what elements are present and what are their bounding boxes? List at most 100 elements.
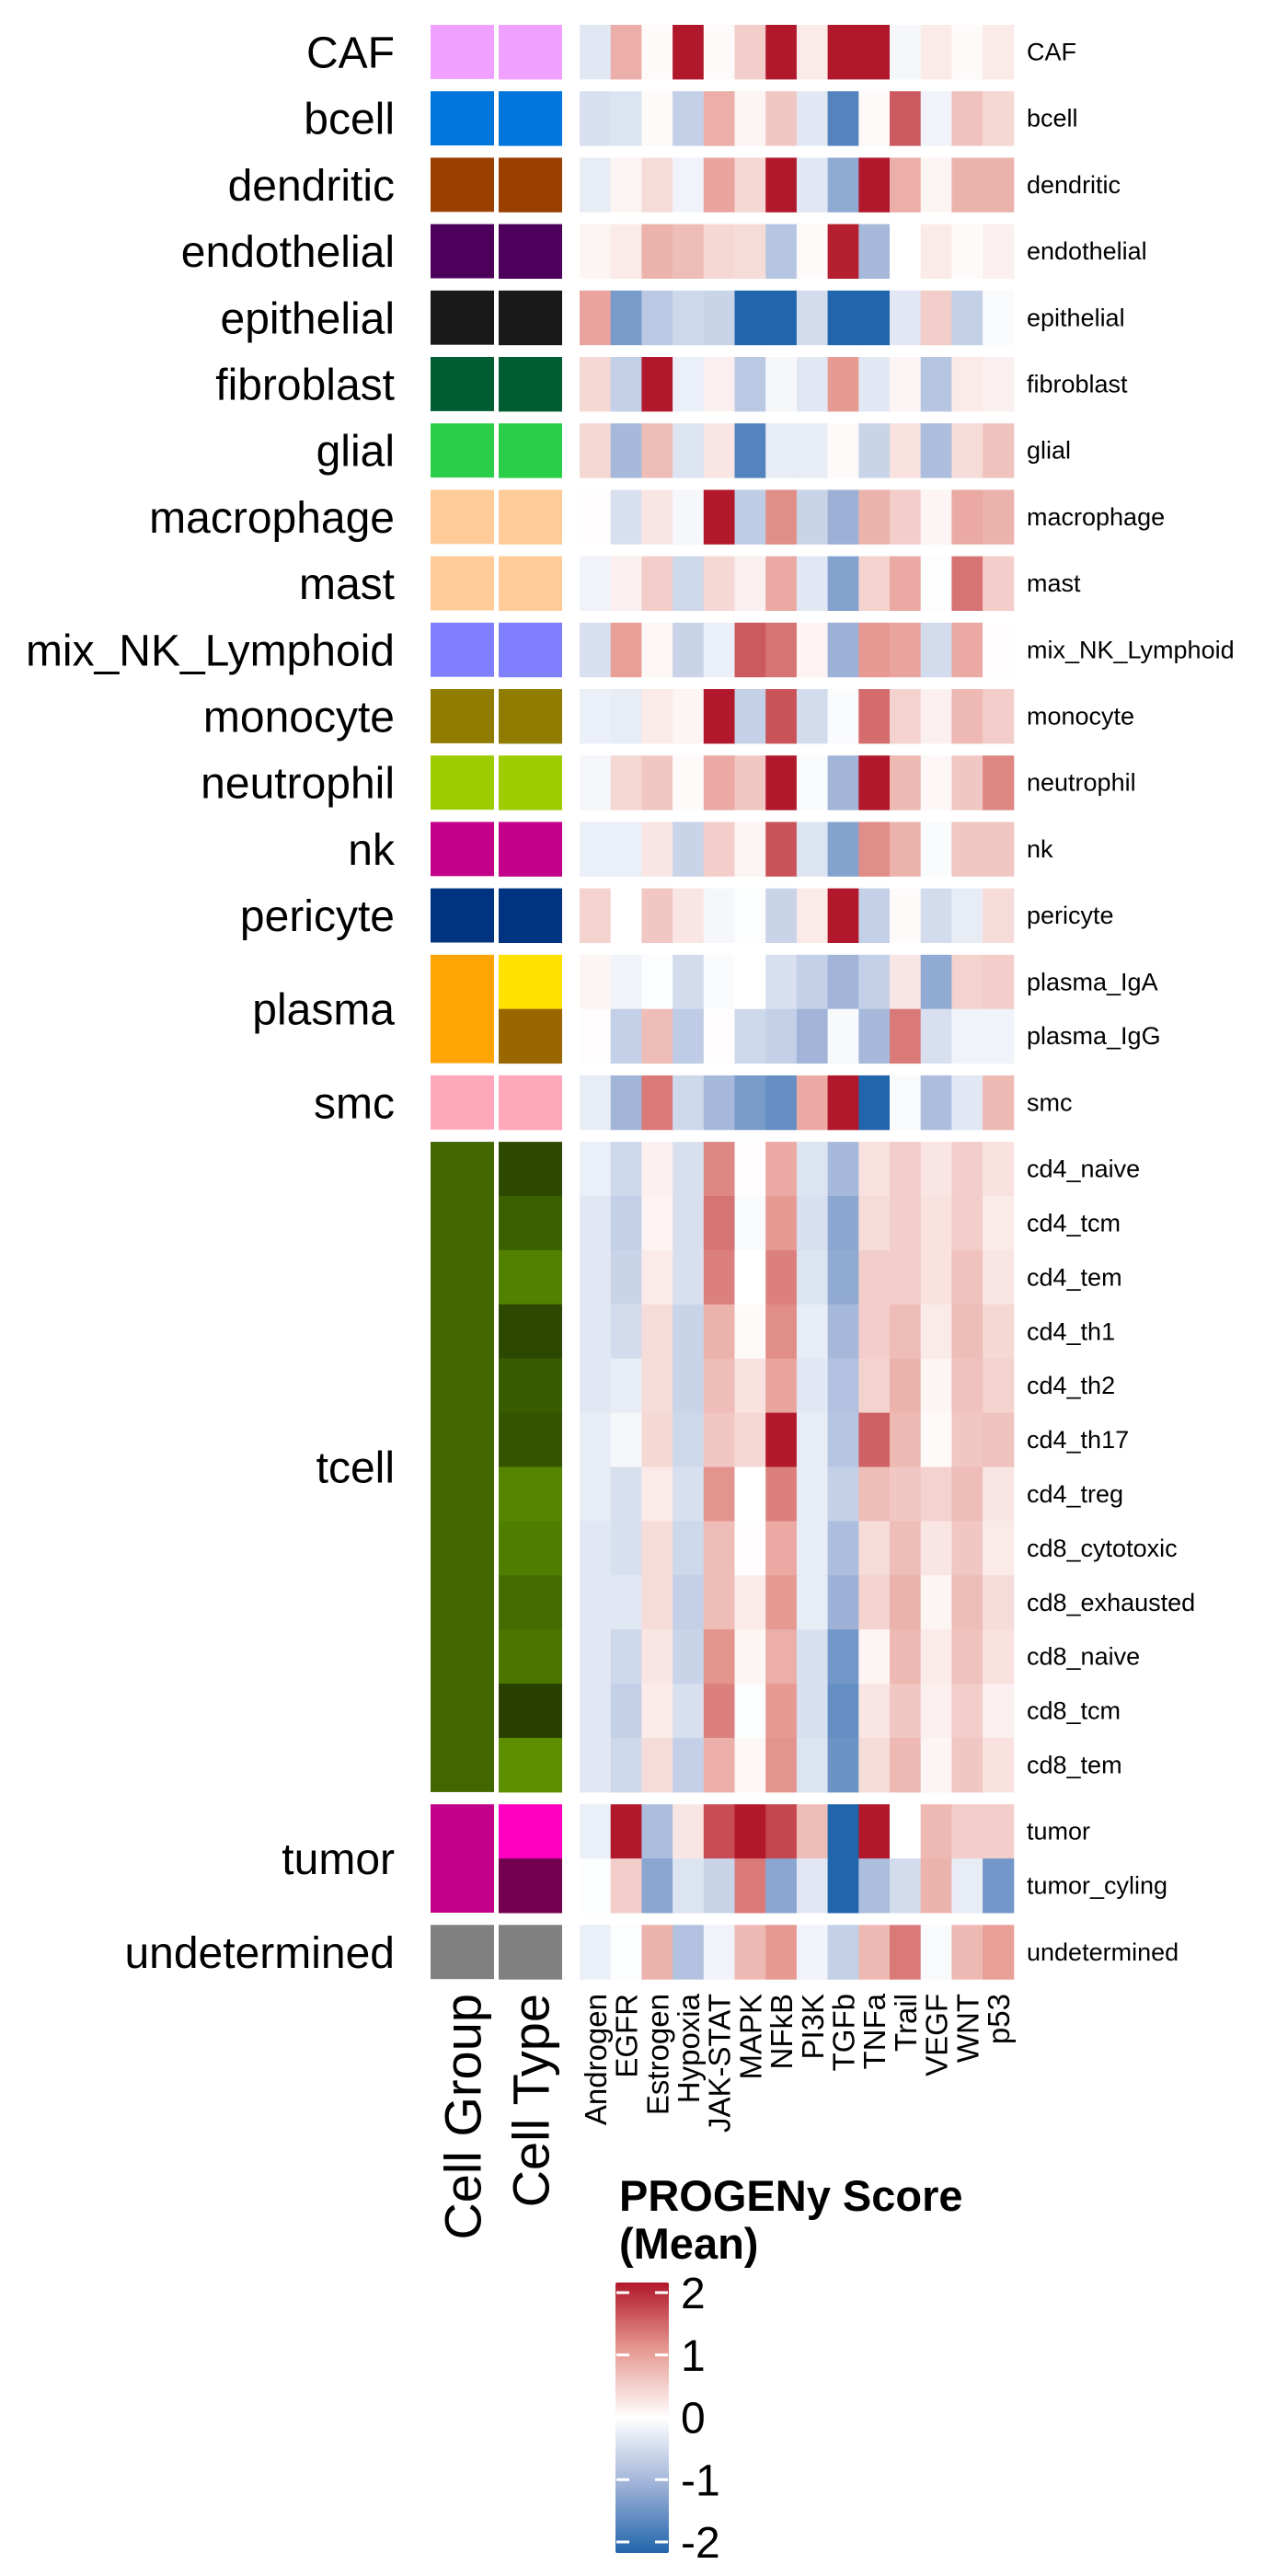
- heatmap-cell: [951, 1858, 983, 1914]
- heatmap-cell: [920, 91, 952, 146]
- cell-type-swatch: [499, 1858, 562, 1914]
- row-label: cd4_th2: [1027, 1372, 1115, 1399]
- heatmap-cell: [703, 1925, 735, 1980]
- group-label: smc: [314, 1079, 395, 1128]
- heatmap-cell: [610, 91, 642, 146]
- cell-group-swatch: [431, 224, 494, 279]
- heatmap-cell: [951, 556, 983, 611]
- heatmap-cell: [951, 91, 983, 146]
- cell-type-swatch: [499, 954, 562, 1010]
- heatmap-cell: [673, 1466, 705, 1522]
- heatmap-cell: [765, 423, 798, 478]
- heatmap-cell: [890, 822, 922, 877]
- heatmap-cell: [796, 1629, 829, 1685]
- heatmap-cell: [983, 954, 1015, 1010]
- heatmap-cell: [983, 1521, 1015, 1576]
- group-label: nk: [348, 826, 396, 875]
- heatmap-cell: [890, 1738, 922, 1793]
- heatmap-cell: [641, 1196, 673, 1251]
- group-label: bcell: [304, 96, 395, 144]
- heatmap-cell: [796, 1575, 829, 1630]
- heatmap-cell: [610, 1008, 642, 1064]
- cell-type-swatch: [499, 622, 562, 678]
- heatmap-cell: [890, 423, 922, 478]
- heatmap-cell: [920, 689, 952, 744]
- cell-type-swatch: [499, 1304, 562, 1360]
- heatmap-cell: [796, 954, 829, 1010]
- cell-type-swatch: [499, 357, 562, 412]
- heatmap-cell: [951, 1249, 983, 1305]
- heatmap-cell: [703, 290, 735, 346]
- heatmap-cell: [890, 290, 922, 346]
- heatmap-cell: [734, 556, 766, 611]
- cell-type-swatch: [499, 1629, 562, 1685]
- heatmap-cell: [580, 1075, 612, 1131]
- heatmap-cell: [858, 1466, 891, 1522]
- heatmap-cell: [920, 1466, 952, 1522]
- heatmap-cell: [703, 1804, 735, 1859]
- row-label: cd8_exhausted: [1027, 1589, 1195, 1616]
- cell-type-swatch: [499, 423, 562, 478]
- heatmap-cell: [765, 622, 798, 678]
- cell-type-swatch: [499, 689, 562, 744]
- heatmap-cell: [920, 954, 952, 1010]
- heatmap-cell: [827, 822, 859, 877]
- row-label: macrophage: [1027, 503, 1165, 531]
- heatmap-cell: [920, 622, 952, 678]
- heatmap-cell: [703, 1466, 735, 1522]
- column-label: Trail: [889, 1994, 923, 2052]
- heatmap-cell: [890, 1684, 922, 1739]
- heatmap-cell: [734, 91, 766, 146]
- heatmap-cell: [890, 1008, 922, 1064]
- heatmap-cell: [734, 1925, 766, 1980]
- heatmap-cell: [641, 91, 673, 146]
- heatmap-cell: [983, 157, 1015, 213]
- heatmap-cell: [580, 1575, 612, 1630]
- row-label: cd8_cytotoxic: [1027, 1535, 1178, 1562]
- cell-group-swatch: [431, 1075, 494, 1130]
- heatmap-cell: [890, 91, 922, 146]
- heatmap-cell: [796, 1925, 829, 1980]
- heatmap-cell: [703, 157, 735, 213]
- heatmap-cell: [827, 888, 859, 943]
- group-label: mast: [299, 560, 395, 609]
- heatmap-cell: [734, 954, 766, 1010]
- column-label: NFkB: [765, 1994, 799, 2070]
- heatmap-cell: [796, 489, 829, 545]
- heatmap-cell: [580, 1358, 612, 1414]
- heatmap-cell: [951, 1358, 983, 1414]
- row-label: plasma_IgG: [1027, 1022, 1161, 1050]
- heatmap-cell: [610, 1858, 642, 1914]
- heatmap-cell: [610, 1684, 642, 1739]
- heatmap-cell: [703, 25, 735, 80]
- heatmap-cell: [703, 954, 735, 1010]
- heatmap-cell: [983, 1738, 1015, 1793]
- heatmap-cell: [920, 489, 952, 545]
- heatmap-cell: [983, 1358, 1015, 1414]
- heatmap-cell: [858, 489, 891, 545]
- heatmap-cell: [796, 1196, 829, 1251]
- heatmap-cell: [827, 556, 859, 611]
- heatmap-cell: [641, 489, 673, 545]
- heatmap-cell: [983, 1925, 1015, 1980]
- heatmap-cell: [673, 157, 705, 213]
- heatmap-cell: [796, 91, 829, 146]
- heatmap-cell: [580, 25, 612, 80]
- row-label: bcell: [1027, 105, 1078, 132]
- heatmap-cell: [983, 755, 1015, 811]
- heatmap-cell: [890, 1358, 922, 1414]
- heatmap-cell: [610, 1249, 642, 1305]
- heatmap-cell: [734, 1358, 766, 1414]
- heatmap-cell: [951, 755, 983, 811]
- heatmap-cell: [858, 689, 891, 744]
- heatmap-cell: [827, 1466, 859, 1522]
- heatmap-cell: [765, 689, 798, 744]
- row-label: plasma_IgA: [1027, 968, 1158, 995]
- heatmap-cell: [641, 622, 673, 678]
- heatmap-cell: [641, 888, 673, 943]
- heatmap-cell: [890, 1804, 922, 1859]
- heatmap-cell: [796, 1008, 829, 1064]
- heatmap-cell: [734, 1575, 766, 1630]
- cell-group-swatch: [431, 25, 494, 79]
- heatmap-cell: [673, 1358, 705, 1414]
